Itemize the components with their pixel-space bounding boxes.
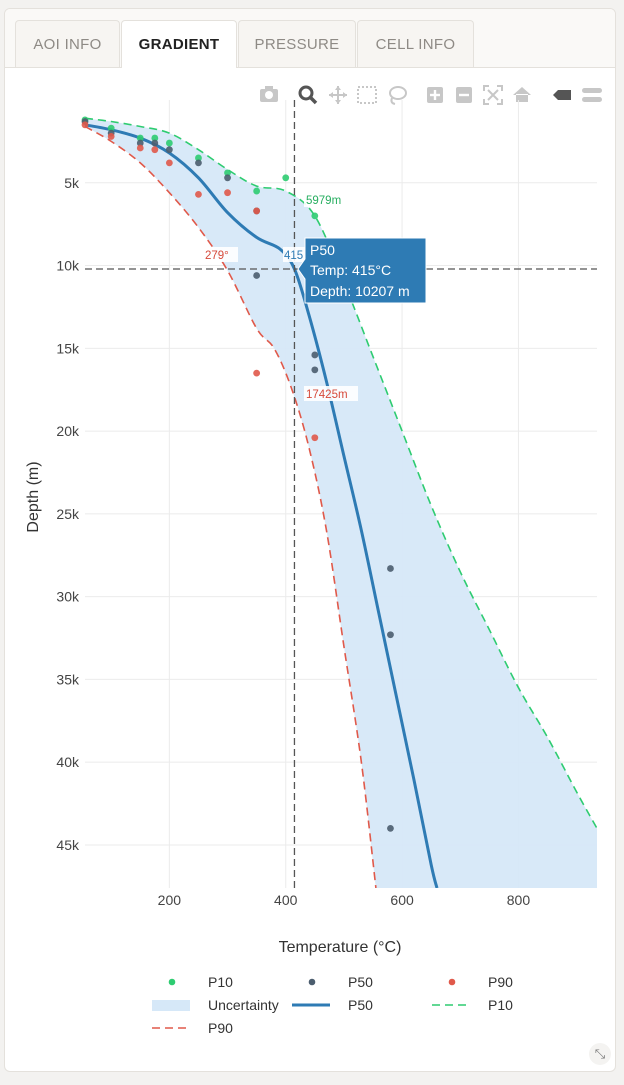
x-tick-label: 200 — [158, 892, 182, 908]
y-tick-label: 20k — [56, 423, 80, 439]
y-tick-label: 15k — [56, 340, 80, 356]
box-select-icon[interactable] — [357, 86, 377, 104]
y-tick-label: 25k — [56, 506, 80, 522]
legend-item-p50[interactable]: P50 — [308, 974, 373, 990]
tooltip-depth: Depth: 10207 m — [310, 283, 410, 299]
legend: P10 P50 P90 Uncertainty P50 P10 P90 — [152, 974, 513, 1036]
scatter-points — [81, 116, 394, 832]
point-p10 — [151, 134, 159, 142]
p90-temp-label: 279° — [205, 250, 229, 262]
point-p10 — [224, 169, 231, 177]
point-p90 — [165, 159, 173, 167]
legend-label: P90 — [208, 1020, 233, 1036]
tooltip-title: P50 — [310, 242, 335, 258]
x-axis-label: Temperature (°C) — [279, 939, 402, 956]
point-p10 — [253, 187, 261, 195]
y-tick-label: 5k — [64, 175, 80, 191]
point-p90 — [195, 190, 202, 198]
p10-depth-label: 5979m — [306, 195, 341, 207]
point-p90 — [253, 207, 261, 215]
point-p90 — [81, 121, 89, 129]
point-p50 — [387, 565, 394, 572]
legend-item-p10[interactable]: P10 — [432, 997, 513, 1013]
point-p10 — [282, 174, 290, 182]
point-p50 — [253, 272, 261, 279]
point-p50 — [311, 366, 319, 374]
p90-line — [85, 125, 377, 888]
point-p90 — [311, 434, 319, 442]
y-tick-label: 35k — [56, 671, 80, 687]
tab-cell-info[interactable]: CELL INFO — [357, 20, 474, 67]
x-spike-label: 415 — [284, 250, 303, 262]
hover-tooltip: P50 Temp: 415°C Depth: 10207 m — [297, 237, 427, 304]
pan-icon[interactable] — [329, 86, 347, 104]
legend-item-p10[interactable]: P10 — [168, 974, 233, 990]
zoom-out-icon[interactable] — [456, 87, 472, 103]
legend-item-p90[interactable]: P90 — [152, 1020, 233, 1036]
legend-label: P90 — [488, 974, 513, 990]
point-p50 — [311, 351, 319, 359]
chart-panel: AOI INFO GRADIENT PRESSURE CELL INFO ⤡ — [4, 8, 616, 1072]
point-p50 — [387, 825, 394, 832]
legend-label: P10 — [488, 997, 513, 1013]
y-tick-label: 45k — [56, 837, 80, 853]
point-p10 — [195, 154, 202, 162]
legend-label: Uncertainty — [208, 997, 279, 1013]
zoom-icon[interactable] — [298, 85, 318, 105]
tab-bar: AOI INFO GRADIENT PRESSURE CELL INFO — [5, 9, 615, 68]
point-p90 — [224, 189, 231, 197]
tab-pressure[interactable]: PRESSURE — [238, 20, 356, 67]
point-p10 — [136, 134, 144, 142]
tooltip-temp: Temp: 415°C — [310, 262, 391, 278]
legend-label: P50 — [348, 974, 373, 990]
legend-label: P50 — [348, 997, 373, 1013]
legend-item-p50[interactable]: P50 — [292, 997, 373, 1013]
point-p50 — [224, 174, 231, 182]
y-tick-label: 10k — [56, 258, 80, 274]
point-p50 — [195, 159, 202, 167]
point-p90 — [136, 144, 144, 152]
x-tick-label: 400 — [274, 892, 298, 908]
point-p50 — [387, 631, 394, 639]
point-p50 — [165, 146, 173, 154]
y-tick-label: 40k — [56, 754, 80, 770]
tab-gradient[interactable]: GRADIENT — [121, 20, 237, 68]
compare-hover-icon[interactable] — [582, 88, 602, 102]
axis-ticks: 5k 10k 15k 20k 25k 30k 35k 40k 45k 200 400 600 800 — [56, 175, 530, 908]
zoom-in-icon[interactable] — [427, 87, 443, 103]
camera-icon[interactable] — [260, 86, 278, 102]
legend-label: P10 — [208, 974, 233, 990]
x-tick-label: 800 — [507, 892, 531, 908]
tab-aoi-info[interactable]: AOI INFO — [15, 20, 120, 67]
reset-axes-icon[interactable] — [513, 87, 531, 102]
point-p10 — [107, 124, 115, 132]
p90-depth-label: 17425m — [306, 389, 348, 401]
point-p10 — [311, 212, 319, 220]
point-p50 — [151, 139, 159, 147]
legend-item-uncertainty[interactable]: Uncertainty — [152, 997, 279, 1013]
resize-handle-icon[interactable]: ⤡ — [589, 1043, 611, 1065]
point-p10 — [165, 139, 173, 147]
point-p90 — [107, 133, 115, 140]
modebar — [260, 85, 602, 105]
point-p90 — [151, 146, 159, 154]
hover-labels: 5979m 17425m 279° 415 — [203, 192, 358, 401]
spike-lines-icon[interactable] — [553, 90, 571, 100]
uncertainty-band — [85, 118, 597, 888]
lasso-icon[interactable] — [389, 86, 407, 105]
legend-item-p90[interactable]: P90 — [448, 974, 513, 990]
y-axis-label: Depth (m) — [25, 461, 42, 532]
autoscale-icon[interactable] — [483, 85, 503, 105]
point-p90 — [253, 369, 261, 377]
point-p50 — [136, 139, 144, 147]
x-tick-label: 600 — [390, 892, 414, 908]
y-tick-label: 30k — [56, 589, 80, 605]
